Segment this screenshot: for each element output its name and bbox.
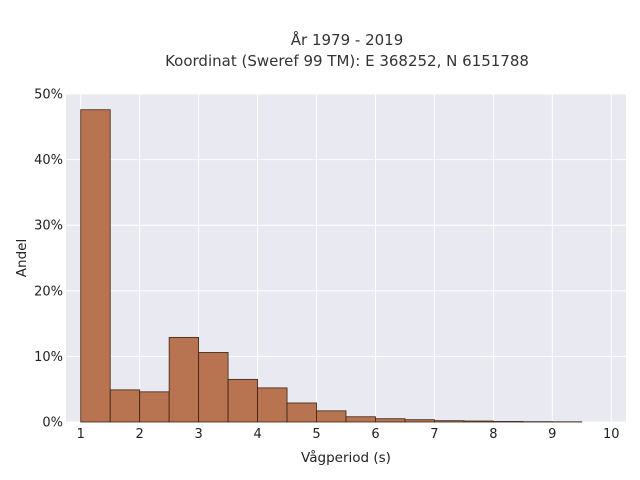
histogram-bar bbox=[492, 421, 524, 423]
y-tick-label: 30% bbox=[34, 219, 63, 234]
x-tick-label: 1 bbox=[77, 427, 85, 442]
histogram-bar bbox=[109, 389, 141, 423]
histogram-bar bbox=[139, 391, 170, 423]
histogram-bar bbox=[463, 420, 494, 423]
chart-title-line1: År 1979 - 2019 bbox=[291, 30, 404, 49]
x-tick-label: 6 bbox=[371, 427, 379, 442]
x-tick-label: 4 bbox=[253, 427, 261, 442]
bars bbox=[80, 109, 583, 423]
y-axis-ticks: 0% 10% 20% 30% 40% 50% bbox=[34, 88, 63, 431]
x-axis-ticks: 1 2 3 4 5 6 7 8 9 10 bbox=[77, 427, 620, 442]
histogram-bar bbox=[168, 336, 200, 423]
x-tick-label: 5 bbox=[312, 427, 320, 442]
x-tick-label: 2 bbox=[136, 427, 144, 442]
histogram-bar bbox=[316, 410, 347, 423]
x-tick-label: 8 bbox=[489, 427, 497, 442]
histogram-bar bbox=[434, 420, 465, 423]
y-tick-label: 50% bbox=[34, 88, 63, 103]
y-tick-label: 0% bbox=[42, 416, 63, 431]
x-axis-label: Vågperiod (s) bbox=[301, 449, 391, 466]
histogram-bar bbox=[375, 418, 406, 423]
histogram-bar bbox=[404, 419, 435, 423]
histogram-bar bbox=[227, 378, 258, 423]
histogram-bar bbox=[80, 109, 111, 423]
x-tick-label: 3 bbox=[194, 427, 202, 442]
histogram-bar bbox=[257, 387, 288, 423]
histogram-bar bbox=[286, 402, 317, 423]
y-tick-label: 20% bbox=[34, 284, 63, 299]
plot-area bbox=[66, 94, 626, 422]
x-tick-label: 10 bbox=[603, 427, 620, 442]
y-tick-label: 10% bbox=[34, 350, 63, 365]
histogram-bar bbox=[345, 416, 376, 423]
histogram-bar bbox=[198, 352, 229, 423]
y-axis-label: Andel bbox=[14, 239, 30, 277]
x-tick-label: 9 bbox=[548, 427, 556, 442]
chart-title-line2: Koordinat (Sweref 99 TM): E 368252, N 61… bbox=[165, 52, 529, 70]
y-tick-label: 40% bbox=[34, 153, 63, 168]
x-tick-label: 7 bbox=[430, 427, 438, 442]
